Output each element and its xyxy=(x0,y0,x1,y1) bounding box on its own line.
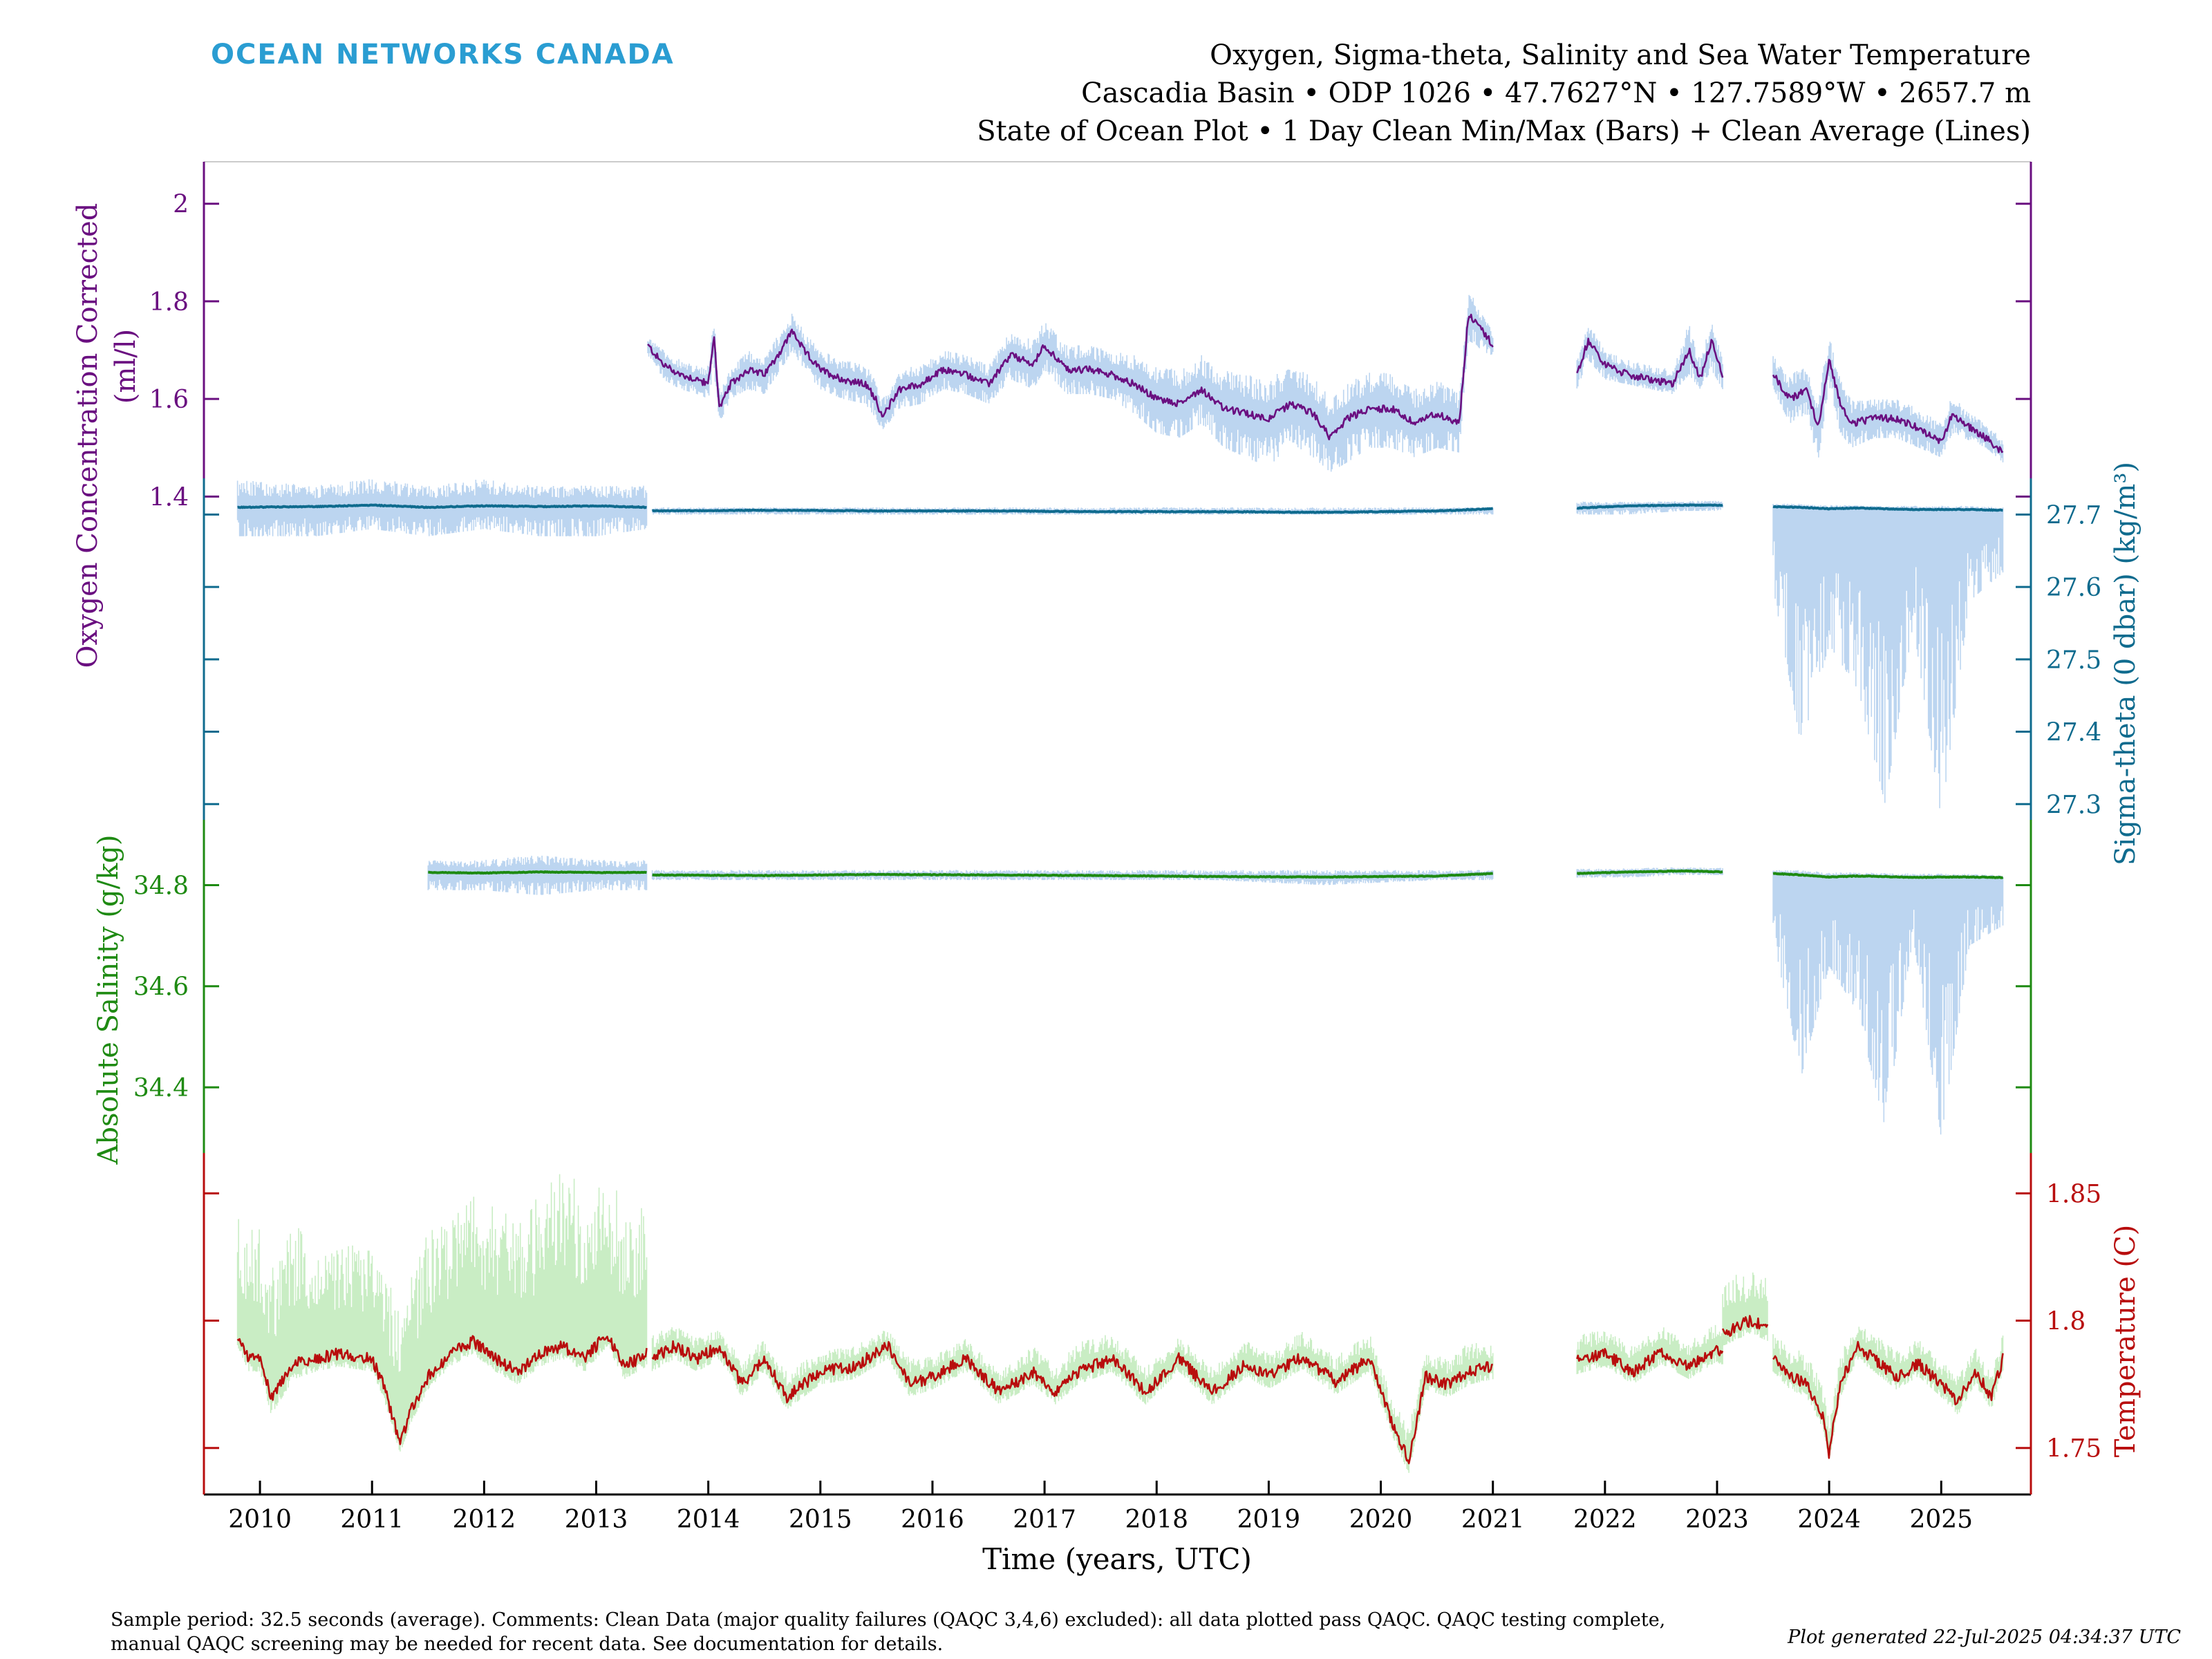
salinity-average-line-0 xyxy=(427,870,647,875)
temperature-average-line-1 xyxy=(651,1340,1493,1465)
oxygen-tick-label-0: 1.4 xyxy=(149,483,189,512)
x-axis-label: Time (years, UTC) xyxy=(982,1542,1252,1576)
oxygen-average-line-2 xyxy=(1772,359,2004,453)
x-tick-label-13: 2023 xyxy=(1685,1506,1749,1534)
oxygen-axis-label-line2: (ml/l) xyxy=(110,329,142,404)
plot-generated-stamp: Plot generated 22-Jul-2025 04:34:37 UTC xyxy=(1787,1627,2181,1648)
x-tick-label-12: 2022 xyxy=(1573,1506,1637,1534)
footer-comment-line2: manual QAQC screening may be needed for … xyxy=(111,1633,943,1655)
temperature-minmax-bars-4 xyxy=(1772,1327,2004,1457)
salinity-minmax-bars-3 xyxy=(1772,870,2004,1135)
oxygen-series xyxy=(647,294,2004,472)
x-tick-label-4: 2014 xyxy=(677,1506,740,1534)
x-tick-label-14: 2024 xyxy=(1797,1506,1861,1534)
x-tick-label-0: 2010 xyxy=(228,1506,292,1534)
sigma-tick-label-2: 27.5 xyxy=(2046,646,2101,675)
axis-layer: 1.41.61.8227.327.427.527.627.734.434.634… xyxy=(133,162,2101,1534)
x-tick-label-1: 2011 xyxy=(340,1506,404,1534)
sigma-average-line-1 xyxy=(652,507,1494,514)
x-tick-label-15: 2025 xyxy=(1909,1506,1973,1534)
sigma-average-line-2 xyxy=(1576,503,1723,510)
sigma-series xyxy=(236,479,2004,809)
temperature-axis: 1.75 1.8 1.85 xyxy=(204,1153,2101,1494)
plot-title-line2: Cascadia Basin • ODP 1026 • 47.7627°N • … xyxy=(1081,77,2031,109)
temperature-minmax-bars-1 xyxy=(651,1327,1494,1473)
temperature-average-line-4 xyxy=(1772,1340,2004,1459)
salinity-minmax-bars-0 xyxy=(427,855,648,895)
sigma-tick-label-3: 27.6 xyxy=(2046,574,2101,602)
salinity-average-line-1 xyxy=(652,872,1494,879)
oxygen-tick-label-3: 2 xyxy=(173,191,189,219)
x-tick-label-10: 2020 xyxy=(1349,1506,1413,1534)
x-tick-label-8: 2018 xyxy=(1125,1506,1188,1534)
oxygen-minmax-bars-0 xyxy=(647,294,1494,472)
plot-title-line1: Oxygen, Sigma-theta, Salinity and Sea Wa… xyxy=(1210,39,2031,71)
sigma-tick-label-4: 27.7 xyxy=(2046,501,2101,529)
oxygen-minmax-bars-1 xyxy=(1576,324,1723,394)
oxygen-average-line-0 xyxy=(647,313,1494,441)
oxygen-tick-label-2: 1.8 xyxy=(149,288,189,317)
temperature-tick-label-0: 1.75 xyxy=(2046,1435,2101,1463)
temperature-tick-label-1: 1.8 xyxy=(2046,1308,2086,1336)
x-tick-label-5: 2015 xyxy=(789,1506,852,1534)
x-tick-label-2: 2012 xyxy=(453,1506,516,1534)
salinity-tick-label-0: 34.4 xyxy=(133,1074,189,1103)
x-tick-label-7: 2017 xyxy=(1013,1506,1076,1534)
sigma-tick-label-1: 27.4 xyxy=(2046,719,2101,747)
sigma-average-line-0 xyxy=(237,503,647,509)
salinity-series xyxy=(427,855,2004,1135)
x-axis: 2010 2011 2012 2013 2014 2015 2016 2017 2018 2019… xyxy=(228,1481,1973,1534)
sigma-minmax-bars-3 xyxy=(1772,503,2004,809)
temperature-axis-label: Temperature (C) xyxy=(2110,1225,2141,1458)
salinity-tick-label-1: 34.6 xyxy=(133,973,189,1002)
salinity-average-line-3 xyxy=(1772,872,2004,879)
x-tick-label-9: 2019 xyxy=(1237,1506,1301,1534)
salinity-tick-label-2: 34.8 xyxy=(133,872,189,900)
footer-comment-line1: Sample period: 32.5 seconds (average). C… xyxy=(111,1609,1665,1631)
x-tick-label-3: 2013 xyxy=(565,1506,628,1534)
oxygen-axis: 1.4 1.6 1.8 2 xyxy=(149,162,2031,512)
oxygen-minmax-bars-2 xyxy=(1772,341,2004,462)
temperature-tick-label-2: 1.85 xyxy=(2046,1180,2101,1208)
plot-title-line3: State of Ocean Plot • 1 Day Clean Min/Ma… xyxy=(977,115,2031,147)
temperature-average-line-2 xyxy=(1576,1344,1724,1378)
x-tick-label-11: 2021 xyxy=(1461,1506,1525,1534)
oxygen-average-line-1 xyxy=(1576,337,1724,388)
x-tick-label-6: 2016 xyxy=(901,1506,964,1534)
data-layer xyxy=(236,294,2004,1473)
sigma-average-line-3 xyxy=(1772,505,2003,512)
sigma-axis: 27.3 27.4 27.5 27.6 27.7 xyxy=(204,478,2101,820)
sigma-tick-label-0: 27.3 xyxy=(2046,791,2101,819)
salinity-axis: 34.4 34.6 34.8 xyxy=(133,820,2031,1153)
oxygen-axis-label-line1: Oxygen Concentration Corrected xyxy=(72,203,104,668)
salinity-axis-label: Absolute Salinity (g/kg) xyxy=(93,834,124,1165)
plot-axes xyxy=(204,161,2031,1496)
temperature-series xyxy=(236,1174,2004,1473)
temperature-average-line-0 xyxy=(236,1335,648,1445)
temperature-minmax-bars-0 xyxy=(236,1174,648,1452)
brand-logo: OCEAN NETWORKS CANADA xyxy=(211,39,675,71)
sigma-axis-label: Sigma-theta (0 dbar) (kg/m³) xyxy=(2110,462,2141,865)
temperature-average-line-3 xyxy=(1721,1315,1769,1337)
salinity-average-line-2 xyxy=(1576,869,1723,875)
temperature-minmax-bars-3 xyxy=(1722,1272,1768,1347)
oxygen-tick-label-1: 1.6 xyxy=(149,386,189,414)
